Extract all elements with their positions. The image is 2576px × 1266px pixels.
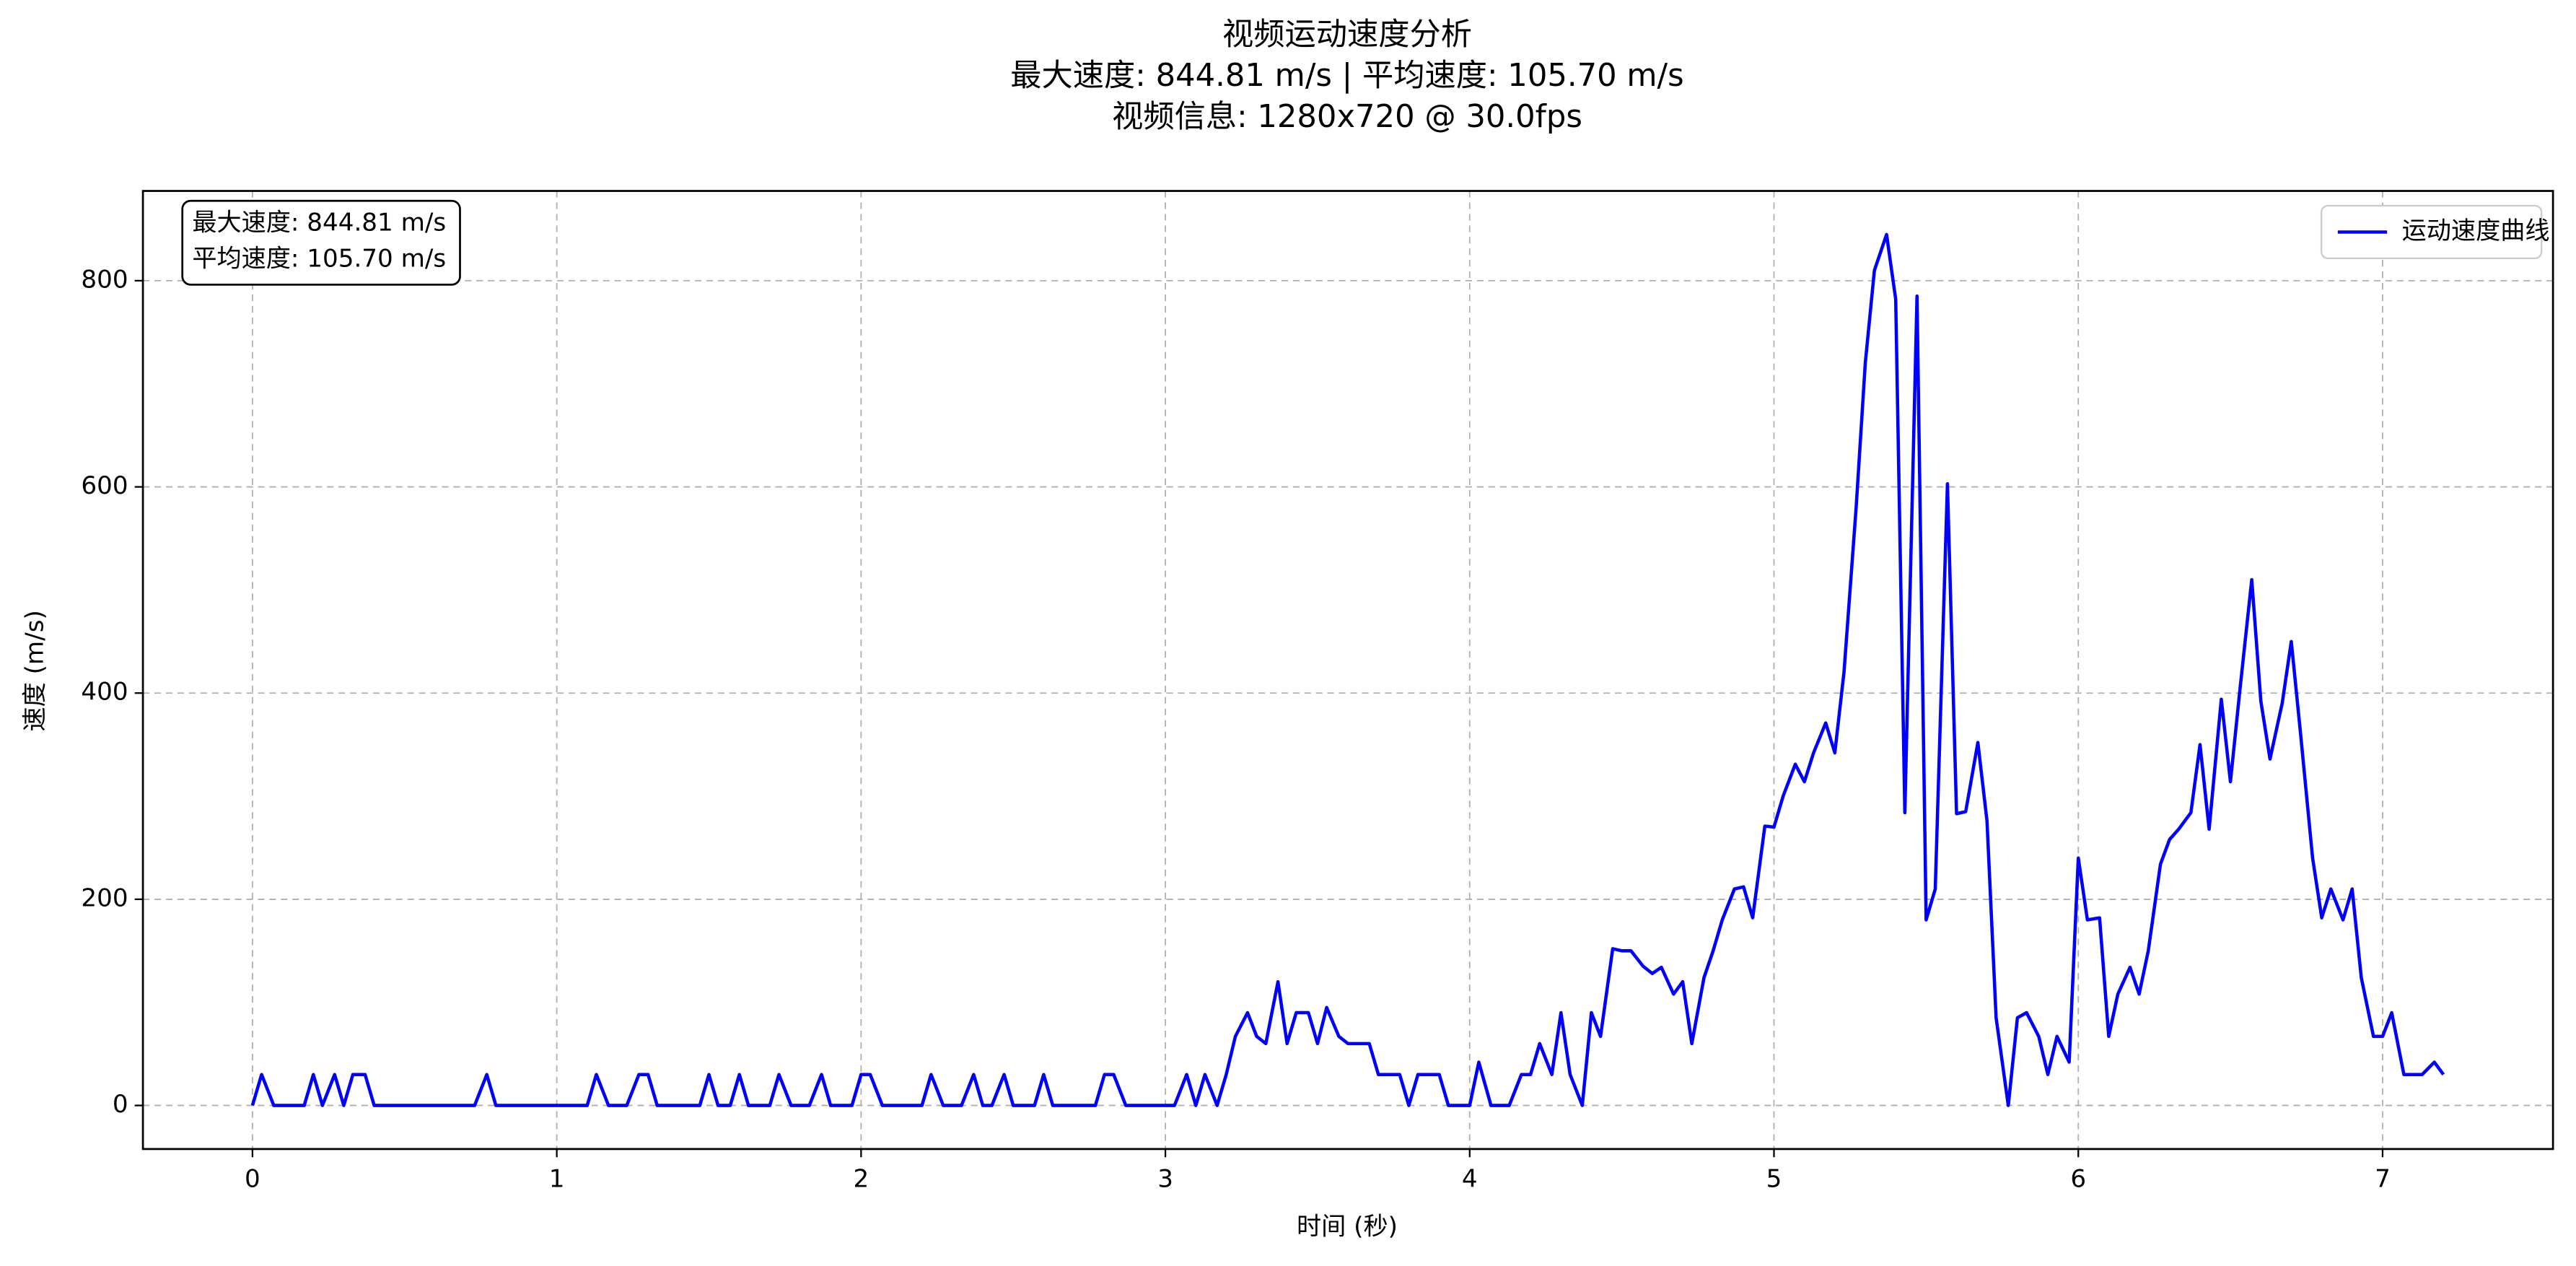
- chart-subtitle: 视频信息: 1280x720 @ 30.0fps: [1112, 99, 1582, 135]
- legend-label: 运动速度曲线: [2402, 217, 2550, 245]
- y-tick-label: 600: [81, 471, 128, 500]
- x-tick-label: 7: [2375, 1165, 2391, 1194]
- chart-title: 视频运动速度分析: [1222, 17, 1472, 53]
- x-tick-label: 6: [2070, 1165, 2086, 1194]
- y-tick-label: 0: [113, 1090, 128, 1119]
- x-tick-label: 4: [1462, 1165, 1478, 1194]
- stats-text: 平均速度: 105.70 m/s: [192, 245, 446, 274]
- x-tick-label: 3: [1157, 1165, 1173, 1194]
- y-tick-label: 800: [81, 265, 128, 294]
- chart-subtitle: 最大速度: 844.81 m/s | 平均速度: 105.70 m/s: [1010, 58, 1683, 94]
- y-axis-label: 速度 (m/s): [21, 610, 50, 731]
- plot-frame: [141, 190, 2554, 1151]
- stats-text: 最大速度: 844.81 m/s: [192, 209, 446, 237]
- x-axis-label: 时间 (秒): [1297, 1213, 1398, 1241]
- x-tick-label: 5: [1766, 1165, 1782, 1194]
- y-tick-label: 400: [81, 678, 128, 707]
- stats-box: [181, 199, 461, 286]
- line-series: [250, 232, 2445, 1107]
- x-tick-label: 2: [853, 1165, 869, 1194]
- x-tick-label: 1: [549, 1165, 565, 1194]
- x-tick-label: 0: [245, 1165, 260, 1194]
- y-tick-label: 200: [81, 883, 128, 912]
- legend-box: [2320, 204, 2543, 260]
